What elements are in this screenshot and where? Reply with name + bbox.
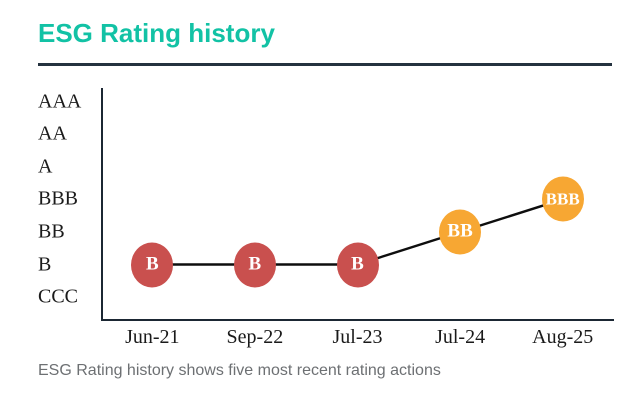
x-axis-label-jun-21: Jun-21 xyxy=(125,326,180,348)
x-axis-line xyxy=(101,319,614,321)
y-axis-label-a: A xyxy=(38,155,53,178)
x-axis-label-aug-25: Aug-25 xyxy=(532,326,594,348)
y-axis-label-b: B xyxy=(38,253,52,275)
rating-point-aug-25: BBB xyxy=(541,176,584,222)
rating-point-jul-24: BB xyxy=(439,209,482,255)
y-axis-line xyxy=(101,88,103,321)
page-title: ESG Rating history xyxy=(38,18,275,48)
y-axis-label-ccc: CCC xyxy=(38,285,79,308)
chart-caption: ESG Rating history shows five most recen… xyxy=(38,362,441,379)
title-divider xyxy=(38,63,612,66)
y-axis-label-bb: BB xyxy=(38,220,65,243)
y-axis-label-aa: AA xyxy=(38,122,67,145)
y-axis-label-bbb: BBB xyxy=(38,187,79,210)
rating-point-jul-23: B xyxy=(336,242,379,287)
rating-point-jun-21: B xyxy=(131,242,174,287)
y-axis-label-aaa: AAA xyxy=(38,90,82,112)
x-axis-label-jul-23: Jul-23 xyxy=(332,326,383,348)
rating-point-sep-22: B xyxy=(233,242,276,287)
x-axis-label-jul-24: Jul-24 xyxy=(435,326,486,348)
x-axis-label-sep-22: Sep-22 xyxy=(226,326,284,348)
